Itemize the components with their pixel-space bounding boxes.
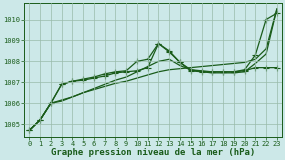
X-axis label: Graphe pression niveau de la mer (hPa): Graphe pression niveau de la mer (hPa) [51, 148, 255, 157]
